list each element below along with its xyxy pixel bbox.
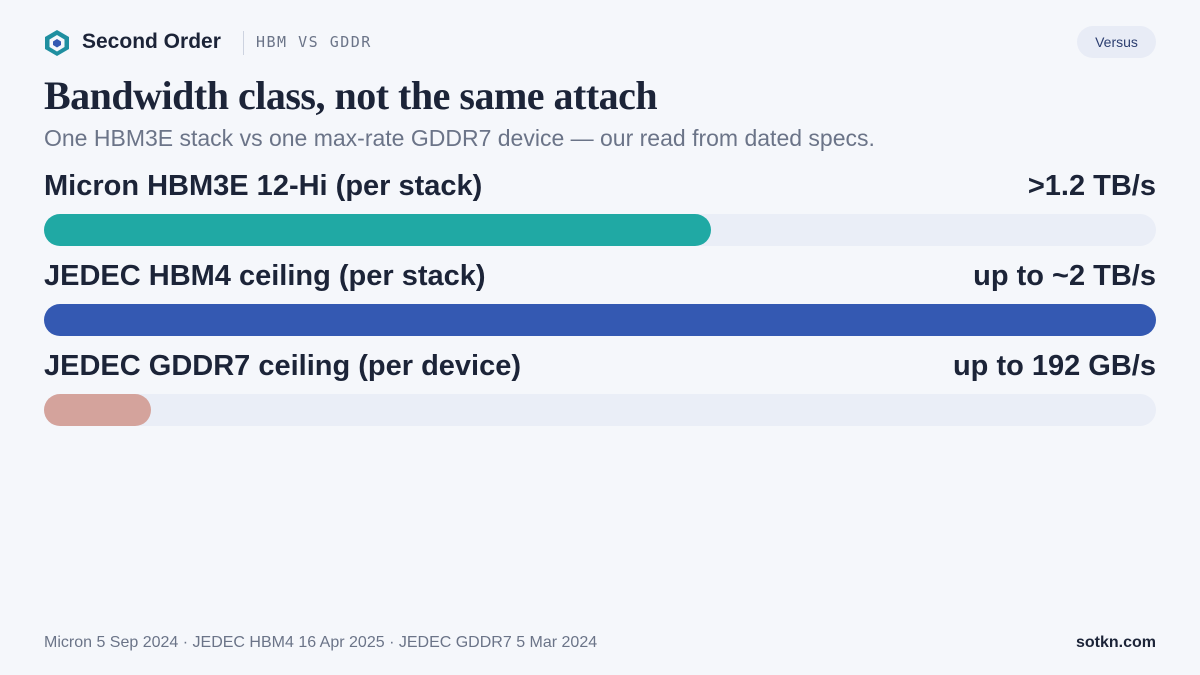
value-label: up to ~2 TB/s [973, 260, 1156, 292]
sources: Micron 5 Sep 2024 · JEDEC HBM4 16 Apr 20… [44, 634, 598, 651]
brand: Second Order [82, 30, 221, 53]
bar-track [44, 394, 1156, 426]
bar [44, 304, 1156, 336]
separator [243, 31, 244, 55]
value-label: up to 192 GB/s [952, 350, 1156, 382]
bar-label: Micron HBM3E 12-Hi (per stack) [44, 170, 483, 202]
logo [45, 30, 69, 56]
bar [44, 214, 712, 246]
bar-label: JEDEC HBM4 ceiling (per stack) [44, 260, 486, 292]
value-label: >1.2 TB/s [1027, 170, 1156, 202]
chart-subtitle: One HBM3E stack vs one max-rate GDDR7 de… [44, 125, 875, 151]
bar-label: JEDEC GDDR7 ceiling (per device) [44, 350, 522, 382]
bar-track [44, 214, 1156, 246]
bar-track [44, 304, 1156, 336]
chart-title: Bandwidth class, not the same attach [44, 73, 658, 118]
badge: Versus [1077, 26, 1156, 58]
site: sotkn.com [1075, 634, 1156, 651]
bar [44, 394, 151, 426]
tag: HBM VS GDDR [256, 33, 372, 51]
